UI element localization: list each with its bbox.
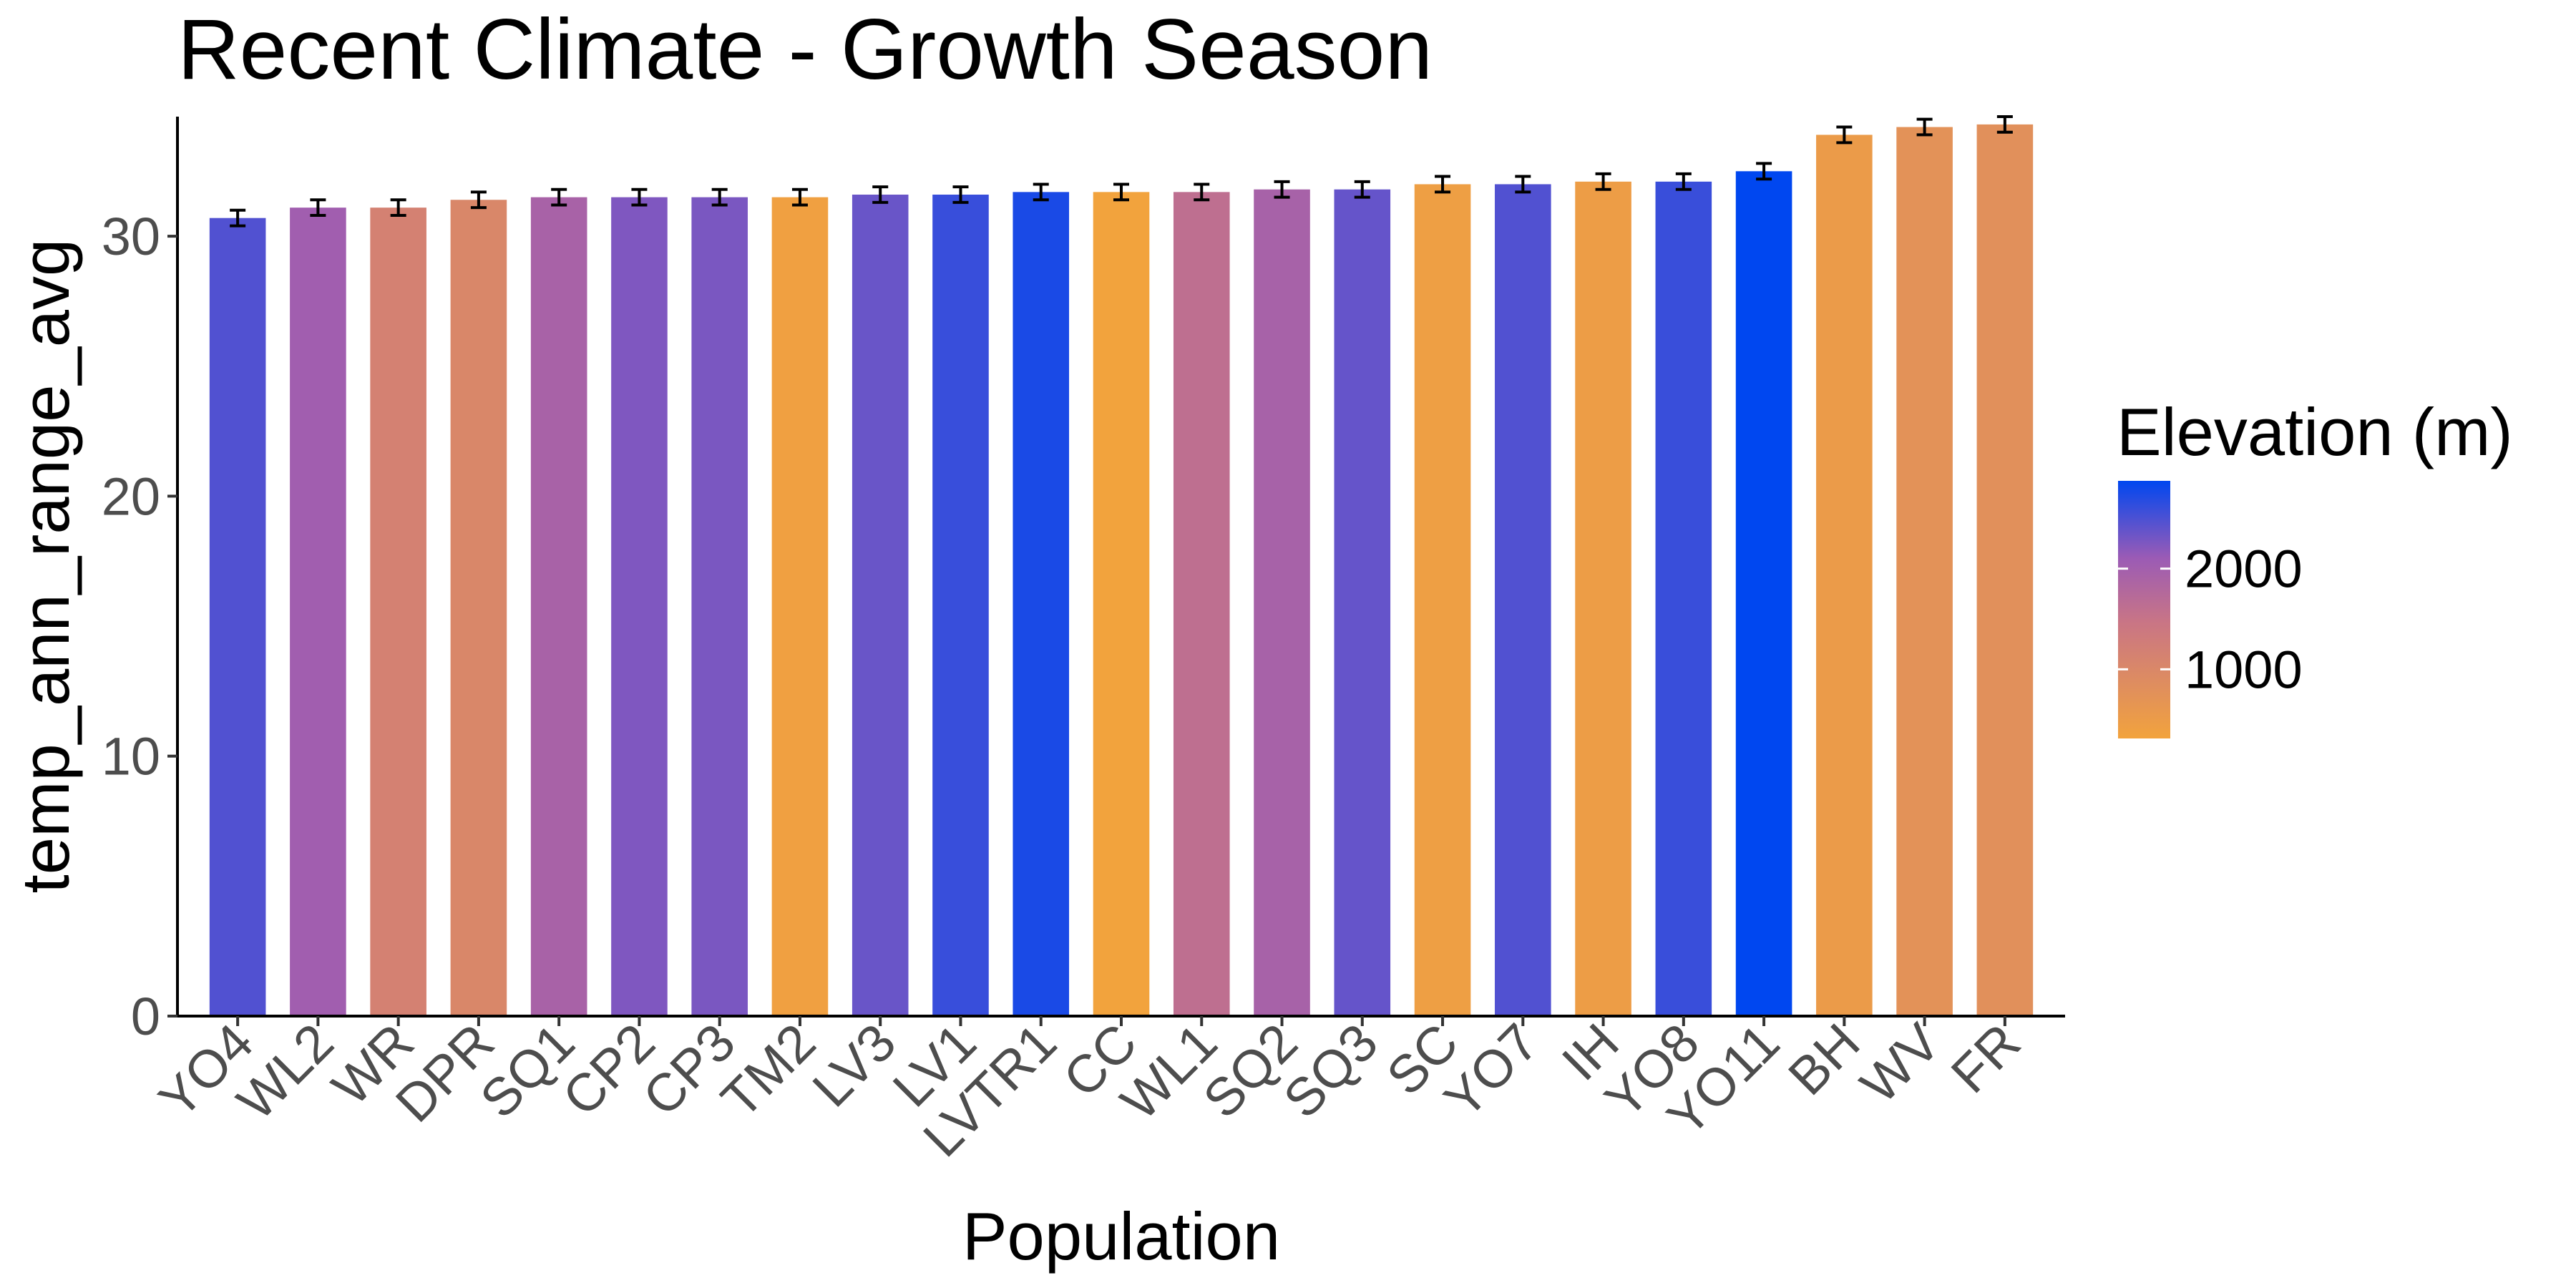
legend-colorbar: [2118, 481, 2170, 738]
error-bar-yo7: [1515, 175, 1531, 194]
error-bar-cc: [1113, 182, 1130, 202]
bar-dpr: [450, 200, 507, 1016]
error-bar-wv: [1916, 117, 1933, 137]
x-tick-label: YO7: [1433, 1013, 1549, 1129]
error-bar-sq3: [1354, 180, 1370, 199]
error-bar-cp2: [631, 187, 648, 207]
error-bar-wr: [390, 198, 406, 218]
bar-wr: [370, 208, 426, 1016]
error-bar-wl1: [1194, 182, 1210, 202]
bar-lvtr1: [1013, 192, 1070, 1017]
bar-cp3: [691, 197, 748, 1017]
error-bar-yo8: [1675, 172, 1692, 191]
error-bar-bh: [1836, 125, 1853, 145]
error-bar-lv3: [872, 185, 889, 204]
error-bar-tm2: [791, 187, 808, 207]
bar-bh: [1816, 135, 1873, 1016]
bar-wv: [1896, 127, 1953, 1017]
bar-lv3: [852, 194, 909, 1017]
bar-wl2: [290, 208, 346, 1016]
y-tick-label: 20: [102, 467, 160, 526]
y-tick-label: 0: [131, 987, 160, 1046]
x-tick-label: SQ3: [1272, 1013, 1389, 1129]
error-bar-lvtr1: [1033, 182, 1049, 202]
error-bar-sc: [1435, 175, 1451, 194]
bar-sq1: [530, 197, 587, 1017]
chart-title: Recent Climate - Growth Season: [177, 1, 1433, 97]
legend-title: Elevation (m): [2117, 394, 2513, 469]
bar-fr: [1976, 124, 2034, 1017]
bar-yo7: [1495, 184, 1551, 1016]
bar-lv1: [932, 194, 989, 1017]
bar-sc: [1414, 184, 1471, 1016]
bar-cc: [1093, 192, 1150, 1017]
bar-wl1: [1173, 192, 1230, 1017]
error-bar-dpr: [470, 190, 487, 210]
x-tick-label: WV: [1849, 1012, 1951, 1114]
error-bar-lv1: [952, 185, 969, 204]
error-bar-ih: [1595, 172, 1611, 191]
x-axis-title: Population: [962, 1199, 1280, 1274]
error-bar-yo4: [230, 208, 246, 228]
errorbars-group: [230, 115, 2013, 228]
legend-ticks-group: 1000 2000: [2118, 540, 2303, 699]
x-tick-label: BH: [1777, 1013, 1870, 1106]
bar-tm2: [771, 197, 829, 1017]
error-bar-sq1: [551, 187, 567, 207]
y-axis-title: temp_ann_range_avg: [8, 239, 83, 894]
bar-sq3: [1334, 189, 1391, 1016]
x-tick-label: FR: [1940, 1013, 2031, 1104]
bar-ih: [1575, 181, 1631, 1016]
y-tick-label: 10: [102, 727, 160, 786]
x-ticks-group: YO4WL2WRDPRSQ1CP2CP3TM2LV3LV1LVTR1CCWL1S…: [147, 1012, 2031, 1168]
y-tick-label: 30: [102, 207, 160, 266]
bars-group: [209, 124, 2034, 1017]
bar-sq2: [1254, 189, 1310, 1016]
bar-yo4: [209, 218, 266, 1017]
x-tick-label: LV3: [801, 1013, 907, 1118]
bar-cp2: [611, 197, 668, 1017]
error-bar-wl2: [310, 198, 326, 218]
error-bar-cp3: [711, 187, 728, 207]
bar-yo11: [1735, 171, 1792, 1017]
legend-tick-label: 1000: [2185, 640, 2303, 699]
bar-yo8: [1655, 181, 1712, 1016]
error-bar-fr: [1996, 115, 2013, 134]
y-ticks-group: 0 10 20 30: [102, 207, 177, 1046]
error-bar-yo11: [1756, 162, 1772, 181]
error-bar-sq2: [1274, 180, 1290, 199]
legend-tick-label: 2000: [2185, 540, 2303, 599]
legend: Elevation (m) 1000 2000: [2117, 394, 2513, 738]
